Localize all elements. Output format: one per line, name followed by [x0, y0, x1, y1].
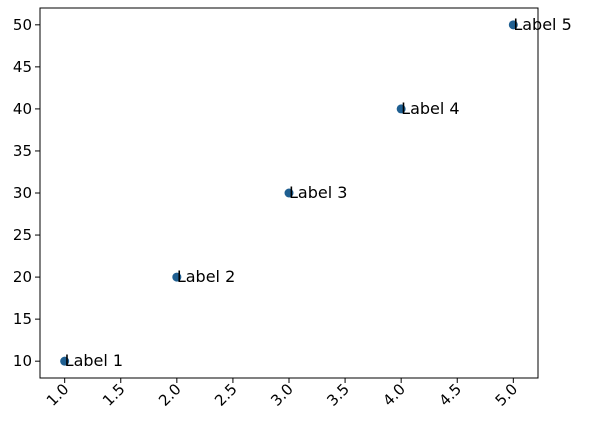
y-tick-label: 45	[13, 58, 32, 76]
point-labels: Label 1 Label 2 Label 3 Label 4 Label 5	[65, 15, 572, 370]
x-tick-label: 4.0	[379, 380, 409, 410]
x-tick-label: 3.0	[267, 380, 297, 410]
data-point-label: Label 1	[65, 351, 123, 370]
x-tick-label: 2.0	[155, 380, 185, 410]
y-tick-label: 10	[13, 352, 32, 370]
x-tick-label: 3.5	[323, 380, 353, 410]
data-point-label: Label 4	[401, 99, 459, 118]
data-points	[60, 20, 518, 366]
data-point	[60, 356, 70, 366]
y-tick-label: 40	[13, 100, 32, 118]
x-tick-label: 4.5	[435, 380, 465, 410]
data-point	[396, 104, 406, 114]
y-tick-label: 35	[13, 142, 32, 160]
y-tick-label: 20	[13, 268, 32, 286]
x-tick-label: 2.5	[211, 380, 241, 410]
y-tick-label: 50	[13, 16, 32, 34]
data-point-label: Label 5	[513, 15, 571, 34]
x-tick-label: 1.5	[99, 380, 129, 410]
x-axis: 1.0 1.5 2.0 2.5 3.0 3.5 4.0 4.5 5.0	[43, 378, 521, 410]
y-tick-label: 25	[13, 226, 32, 244]
data-point-label: Label 3	[289, 183, 347, 202]
x-tick-label: 5.0	[492, 380, 522, 410]
data-point	[284, 188, 294, 198]
y-axis: 10 15 20 25 30 35 40 45 50	[13, 16, 40, 370]
data-point	[172, 272, 182, 282]
x-tick-label: 1.0	[43, 380, 73, 410]
data-point-label: Label 2	[177, 267, 235, 286]
y-tick-label: 30	[13, 184, 32, 202]
y-tick-label: 15	[13, 310, 32, 328]
data-point	[508, 20, 518, 30]
